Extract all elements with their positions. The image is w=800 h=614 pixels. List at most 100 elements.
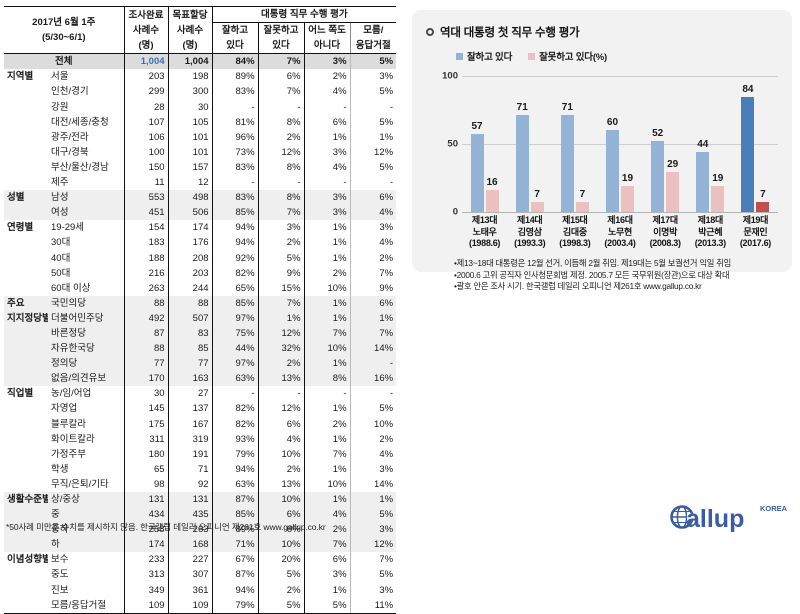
cell-disapprove: 8% [257, 190, 305, 206]
cell-approve: 85% [211, 295, 259, 311]
cell-disapprove: 4% [257, 431, 305, 447]
cell-disapprove: 20% [257, 552, 305, 568]
target-l2: 사례수 [176, 24, 204, 36]
row-group-label [4, 235, 48, 250]
x-label-date: (2017.6) [739, 238, 771, 248]
row-group-label [4, 371, 48, 387]
table-row: 지지정당별 더불어민주당 492 507 97% 1% 1% 1% [4, 310, 397, 326]
cell-disapprove: 2% [257, 129, 305, 145]
cell-target: 176 [167, 235, 213, 251]
cell-neither: 4% [303, 84, 351, 100]
legend-label: 잘하고 있다 [467, 52, 513, 63]
table-row: 하 174 168 71% 10% 7% 12% [4, 537, 397, 553]
cell-completed: 87 [123, 325, 169, 342]
col-approve-header: 잘하고 있다 [211, 22, 259, 55]
cell-disapprove: - [257, 175, 305, 191]
x-label-date: (2008.3) [649, 238, 681, 248]
row-subgroup-label: 여성 [48, 205, 125, 221]
table-row: 블루칼라 175 167 82% 6% 2% 10% [4, 416, 397, 432]
row-subgroup-label: 농/임/어업 [51, 388, 92, 400]
cell-noanswer: 7% [349, 325, 397, 342]
bar-value-label: 44 [697, 139, 709, 150]
cell-neither: 1% [303, 235, 351, 251]
cell-completed: 77 [123, 356, 169, 372]
row-subgroup-label: 60대 이상 [51, 282, 91, 294]
cell-approve: 82% [211, 265, 259, 281]
cell-target: 168 [167, 537, 213, 553]
bar-value-label: 7 [534, 189, 540, 201]
ring-bullet-icon [426, 28, 434, 36]
row-subgroup-label: 가정주부 [51, 448, 86, 460]
row-subgroup-label: 자영업 [51, 403, 78, 415]
cell-approve: 94% [211, 461, 259, 477]
cell-approve: 63% [211, 476, 259, 492]
cell-completed: 313 [123, 567, 169, 583]
cell-neither: 10% [303, 476, 351, 492]
cell-disapprove: 8% [257, 159, 305, 176]
row-subgroup-label: 광주/전라 [51, 131, 89, 143]
cell-noanswer: - [349, 175, 397, 191]
row-subgroup-label: 모름/응답거절 [48, 597, 125, 614]
cell-disapprove: 6% [257, 416, 305, 432]
cell-approve: 83% [211, 159, 259, 176]
cell-target: 307 [167, 567, 213, 583]
x-axis-label: 제14대 김영삼 (1993.3) [507, 215, 552, 250]
bar: 29 [666, 159, 680, 212]
table-row: 제주 11 12- - - - [4, 175, 397, 191]
cell-disapprove: 7% [257, 84, 305, 100]
legend-item: 잘못하고 있다(%) [528, 49, 607, 63]
cell-neither: 1% [303, 461, 351, 477]
x-label-name: 김영삼 [517, 226, 542, 237]
cell-disapprove: 5% [257, 597, 305, 614]
cell-completed: 88 [123, 341, 169, 357]
cell-completed: 263 [123, 280, 169, 296]
cell-approve: 63% [211, 371, 259, 387]
bar-value-label: 57 [471, 121, 483, 133]
row-group-label [4, 100, 48, 115]
row-subgroup-label: 30대 [51, 237, 71, 249]
x-label-date: (1998.3) [559, 238, 591, 248]
cell-disapprove: 5% [257, 567, 305, 583]
cell-target: 131 [167, 492, 213, 508]
cell-neither: 2% [303, 416, 351, 432]
row-subgroup-label: 정의당 [48, 356, 125, 372]
bar-group: 71 7 [507, 62, 552, 212]
bar: 44 [696, 139, 710, 212]
cell-approve: 94% [211, 235, 259, 251]
bar: 60 [605, 117, 619, 212]
table-row: 30대 183 176 94% 2% 1% 4% [4, 235, 397, 251]
row-group-label [4, 537, 48, 553]
cell-noanswer: 5% [349, 159, 397, 176]
cell-target: 167 [167, 416, 213, 432]
cell-target: 244 [167, 280, 213, 296]
row-subgroup-label: 중 [48, 507, 125, 523]
x-label-date: (1988.6) [469, 238, 501, 248]
cell-target: 77 [167, 356, 213, 372]
row-group-label [4, 205, 48, 221]
row-group-label [4, 401, 48, 416]
cell-target: 1,004 [167, 53, 213, 70]
cell-noanswer: 9% [349, 280, 397, 296]
cell-neither: 3% [303, 205, 351, 221]
cell-completed: 145 [123, 401, 169, 417]
bar-value-label: 52 [652, 128, 664, 140]
cell-disapprove: 32% [257, 341, 305, 357]
cell-noanswer: 3% [349, 69, 397, 85]
row-subgroup-label: 국민의당 [48, 295, 125, 311]
cell-disapprove: 13% [257, 371, 305, 387]
cell-target: 300 [167, 84, 213, 100]
cell-approve: 85% [211, 507, 259, 523]
cell-noanswer: 4% [349, 446, 397, 462]
cell-noanswer: 3% [349, 522, 397, 538]
cell-noanswer: 3% [349, 220, 397, 236]
bar-series-container: 57 16 71 7 71 7 60 19 52 29 44 19 84 7 [462, 62, 778, 212]
cell-approve: 84% [211, 53, 259, 70]
cell-noanswer: 7% [349, 552, 397, 568]
table-row: 생활수준별 상/중상 131 131 87% 10% 1% 1% [4, 492, 397, 508]
cell-approve: 67% [211, 552, 259, 568]
cell-disapprove: 8% [257, 114, 305, 130]
table-row: 광주/전라 106 101 96% 2% 1% 1% [4, 129, 397, 145]
cell-neither: 3% [303, 53, 351, 70]
bar-group: 84 7 [733, 62, 778, 212]
logo-subtext: KOREA [760, 504, 787, 513]
